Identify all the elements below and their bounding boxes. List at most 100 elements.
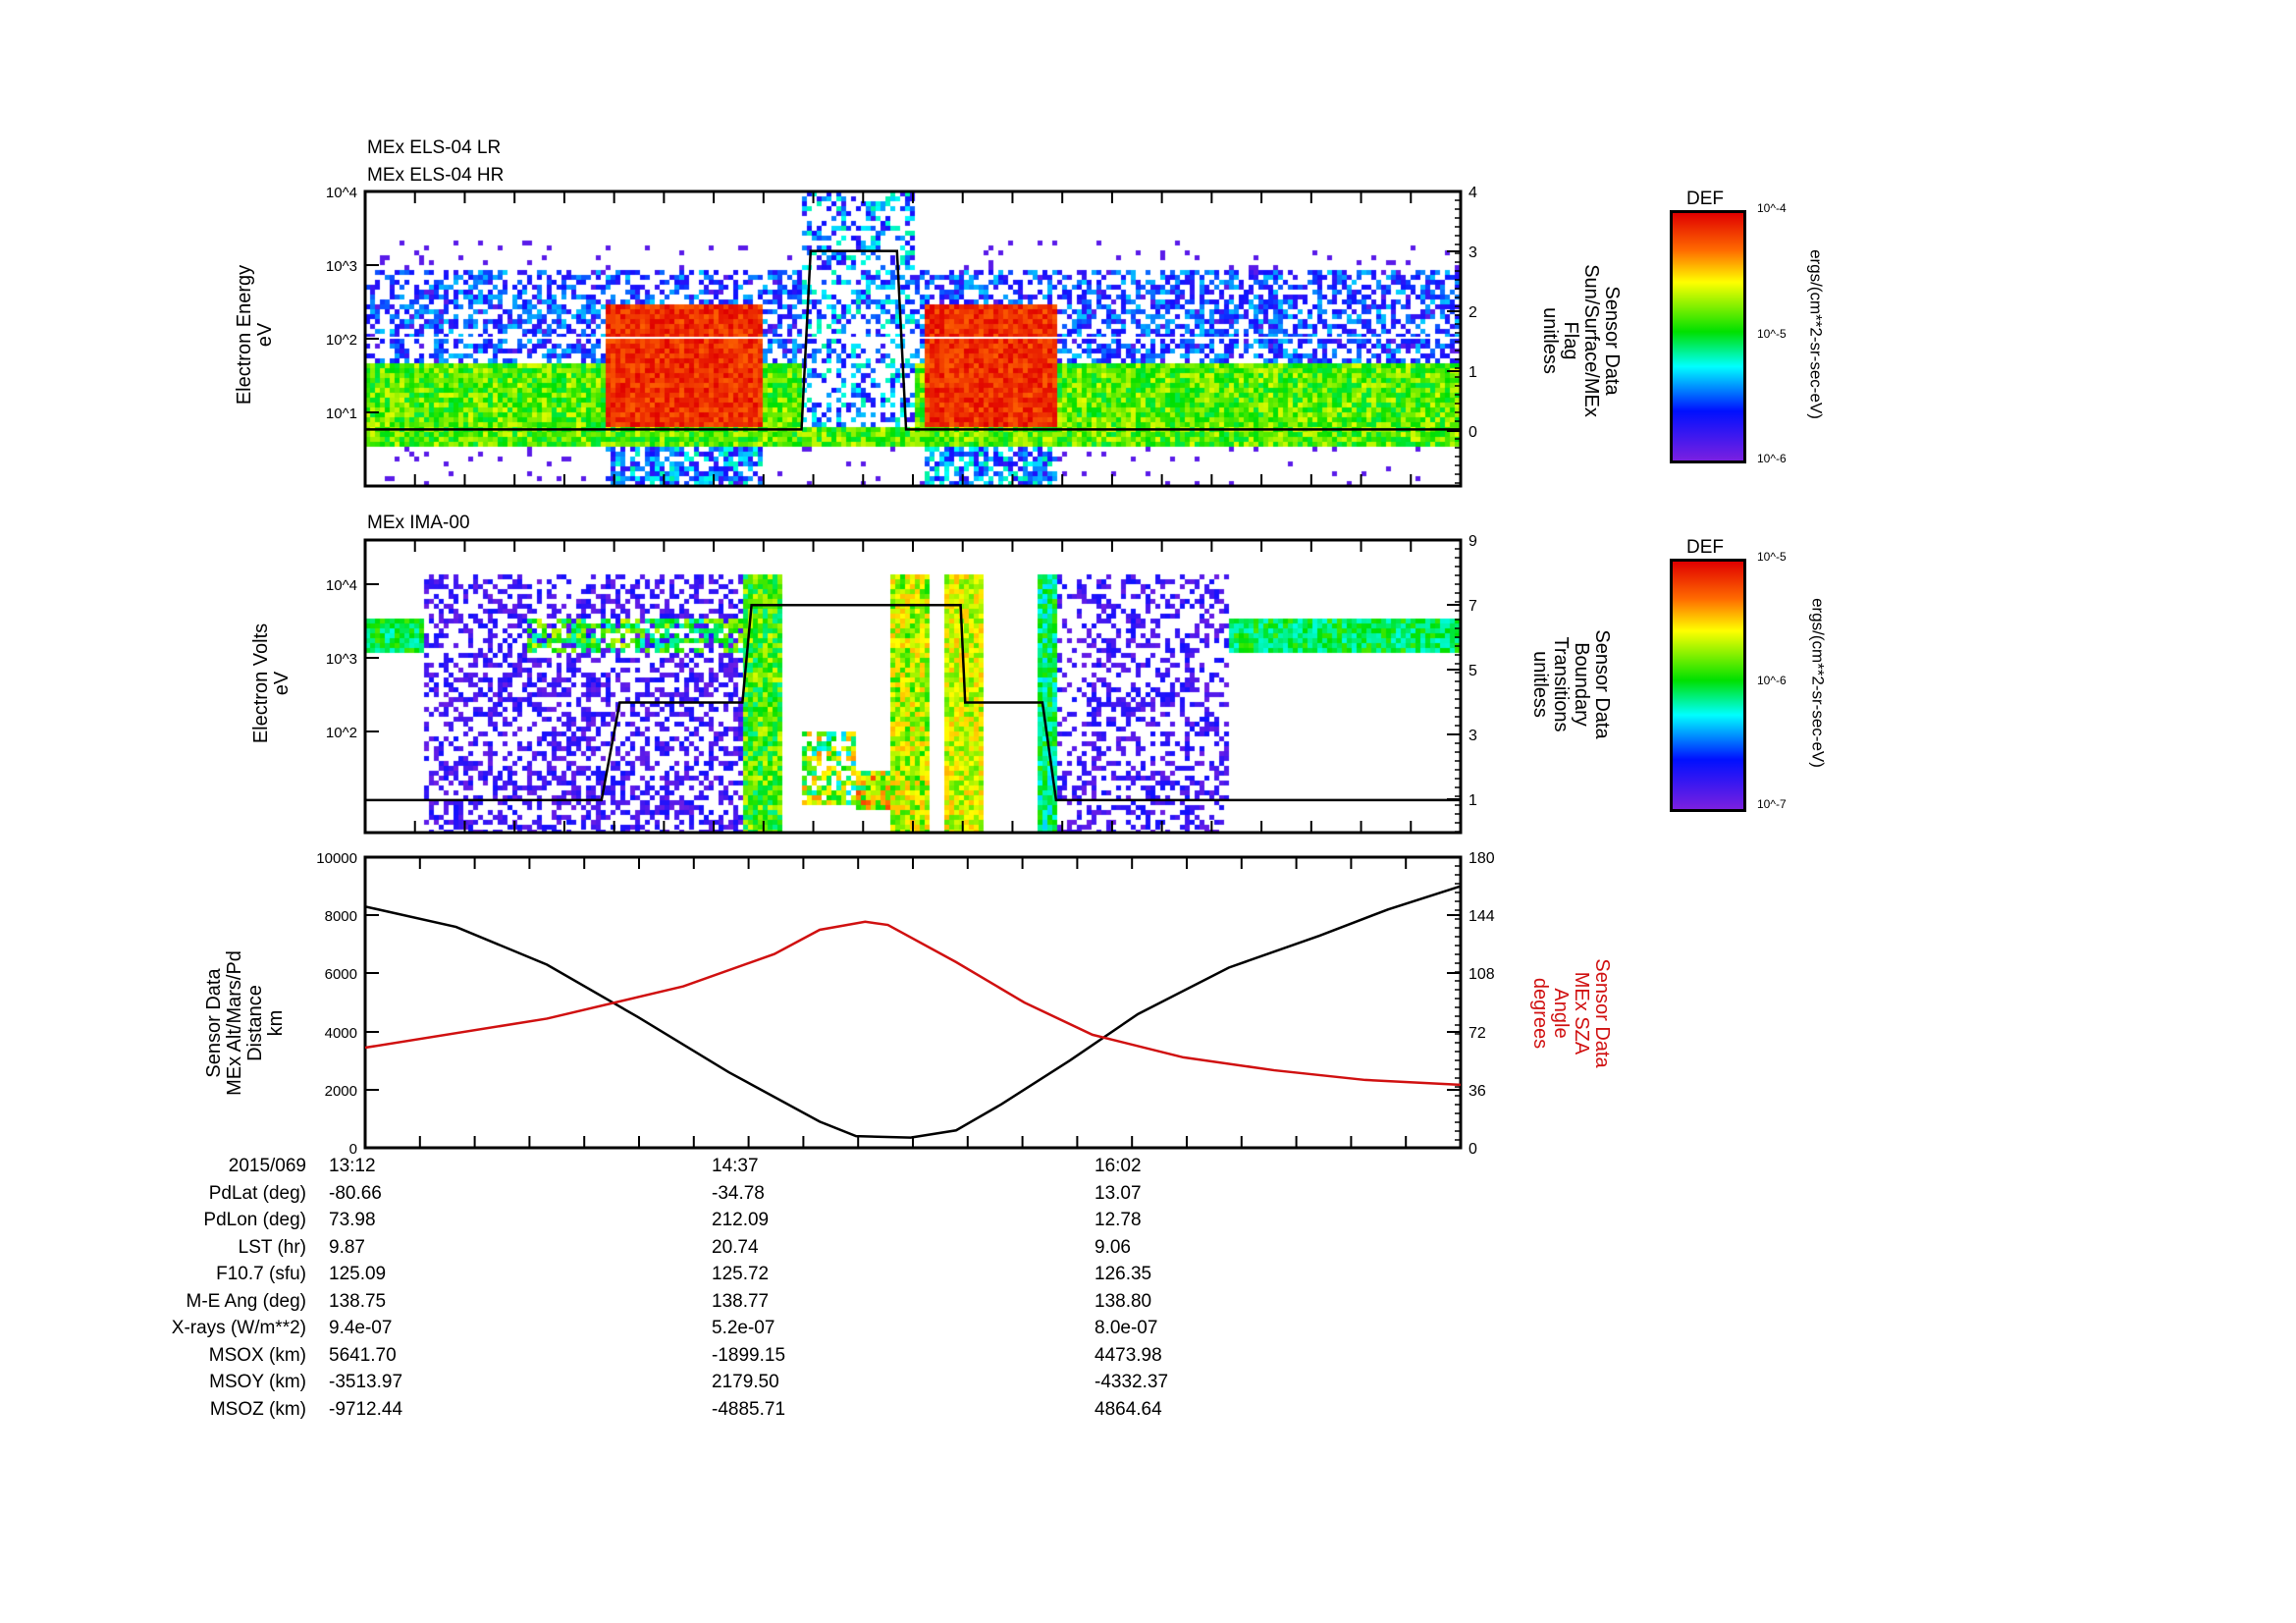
y2label-line: Sensor Data (1591, 629, 1613, 739)
row-value: 5.2e-07 (712, 1318, 775, 1338)
y2label-line: Sensor Data (1591, 958, 1613, 1068)
colorbar2-title: DEF (1686, 537, 1724, 558)
y-tick-label: 10^2 (326, 725, 357, 741)
panel3-line-chart: 10000 8000 6000 4000 2000 0 180 144 108 72 36 0 (316, 850, 1495, 1158)
row-label: MSOZ (km) (209, 1398, 306, 1420)
ylabel-line: Sensor Data (203, 968, 225, 1078)
panel1-title-lr: MEx ELS-04 LR (367, 137, 502, 158)
y2-tick-label: 180 (1468, 850, 1495, 867)
colorbar1-tick: 10^-6 (1757, 452, 1787, 465)
colorbar2-tick: 10^-7 (1757, 797, 1787, 811)
row-value: 16:02 (1095, 1156, 1142, 1176)
y2-tick-label: 1 (1468, 792, 1477, 809)
y-tick-label: 4000 (325, 1025, 357, 1042)
y-tick-label: 10^3 (326, 258, 357, 275)
row-value: 20.74 (712, 1236, 759, 1258)
colorbar2-tick: 10^-5 (1757, 550, 1787, 564)
plot-frame (363, 538, 1463, 835)
boundary-line (365, 603, 1461, 802)
y2label-line: Sensor Data (1601, 286, 1623, 396)
y2label-line: degrees (1529, 977, 1551, 1050)
colorbar1-tick: 10^-4 (1757, 201, 1787, 215)
colorbar2-tick: 10^-6 (1757, 674, 1787, 687)
row-value: 9.87 (329, 1236, 365, 1258)
table-row: M-E Ang (deg) 138.75 138.77 138.80 (0, 1291, 1276, 1318)
y2label-line: Sun/Surface/MEx (1580, 264, 1602, 417)
ylabel-line: Electron Volts (250, 622, 272, 744)
y2-tick-label: 108 (1468, 966, 1495, 983)
y2-tick-label: 4 (1468, 185, 1477, 201)
panel1-ylabel: Electron Energy eV (234, 237, 276, 433)
row-value: 125.09 (329, 1264, 387, 1284)
y-tick-label: 10^4 (326, 577, 357, 594)
row-label: F10.7 (sfu) (216, 1264, 306, 1284)
row-value: 9.06 (1095, 1236, 1131, 1258)
panel3-y2label: Sensor Data MEx SZA Angle degrees (1529, 886, 1613, 1141)
panel2-y2label: Sensor Data Boundary Transitions unitless (1529, 557, 1613, 812)
y2label-line: unitless (1529, 651, 1551, 718)
ylabel-line: km (265, 1009, 287, 1037)
table-row: MSOX (km) 5641.70 -1899.15 4473.98 (0, 1345, 1276, 1372)
y2-tick-label: 3 (1468, 728, 1477, 744)
y-tick-label: 6000 (325, 966, 357, 983)
colorbar1-title: DEF (1686, 189, 1724, 209)
colorbar1 (1670, 210, 1746, 463)
row-value: -9712.44 (329, 1398, 403, 1420)
row-value: 13.07 (1095, 1182, 1142, 1204)
row-value: 73.98 (329, 1210, 376, 1230)
table-row: 2015/069 13:12 14:37 16:02 (0, 1156, 1276, 1182)
colorbar2-unit: ergs/(cm**2-sr-sec-eV) (1808, 598, 1828, 768)
sza-line (364, 920, 1462, 1087)
y2label-line: Angle (1550, 988, 1572, 1039)
ylabel-line: MEx Alt/Mars/Pd (224, 950, 245, 1096)
ylabel-line: Distance (244, 985, 266, 1061)
row-value: 138.77 (712, 1290, 770, 1312)
panel2-axes: 10^4 10^3 10^2 9 7 5 3 1 (326, 533, 1477, 835)
y2label-line: Transitions (1550, 636, 1572, 732)
ylabel-line: eV (271, 671, 293, 696)
row-value: 2179.50 (712, 1372, 779, 1392)
table-row: MSOZ (km) -9712.44 -4885.71 4864.64 (0, 1399, 1276, 1426)
y2-tick-label: 0 (1468, 1141, 1477, 1158)
row-label: LST (hr) (238, 1236, 306, 1258)
row-label: MSOX (km) (208, 1344, 306, 1366)
y2-tick-label: 9 (1468, 533, 1477, 550)
panel1-y2label: Sensor Data Sun/Surface/MEx Flag unitless (1539, 213, 1623, 468)
row-value: 9.4e-07 (329, 1318, 393, 1338)
y2label-line: Flag (1560, 321, 1581, 360)
flag-line (365, 249, 1461, 431)
row-value: -4885.71 (712, 1398, 786, 1420)
plot-frame (363, 855, 1463, 1150)
y2-tick-label: 144 (1468, 908, 1495, 925)
panel2-ylabel: Electron Volts eV (250, 585, 293, 782)
table-row: LST (hr) 9.87 20.74 9.06 (0, 1237, 1276, 1264)
panel1-axes: 10^4 10^3 10^2 10^1 4 3 2 1 0 (326, 185, 1477, 488)
row-value: 13:12 (329, 1156, 376, 1176)
table-row: PdLat (deg) -80.66 -34.78 13.07 (0, 1183, 1276, 1210)
y-tick-label: 10^4 (326, 185, 357, 201)
y-tick-label: 8000 (325, 908, 357, 925)
row-value: 138.80 (1095, 1290, 1152, 1312)
row-label: PdLon (deg) (203, 1210, 306, 1230)
y2-tick-label: 2 (1468, 304, 1477, 321)
colorbar2 (1670, 559, 1746, 812)
panel2-title: MEx IMA-00 (367, 513, 470, 533)
row-value: 212.09 (712, 1210, 770, 1230)
y2label-line: MEx SZA (1571, 971, 1592, 1055)
table-row: MSOY (km) -3513.97 2179.50 -4332.37 (0, 1372, 1276, 1398)
y-tick-label: 0 (349, 1141, 357, 1158)
y-tick-label: 10^3 (326, 651, 357, 668)
y2label-line: Boundary (1571, 642, 1592, 727)
ylabel-line: eV (254, 322, 276, 348)
panel3-ylabel: Sensor Data MEx Alt/Mars/Pd Distance km (203, 895, 287, 1151)
row-value: -3513.97 (329, 1372, 403, 1392)
row-value: -4332.37 (1095, 1372, 1169, 1392)
colorbar1-tick: 10^-5 (1757, 327, 1787, 341)
ylabel-line: Electron Energy (234, 264, 255, 406)
table-row: PdLon (deg) 73.98 212.09 12.78 (0, 1210, 1276, 1236)
y2label-line: unitless (1539, 307, 1561, 374)
row-value: -34.78 (712, 1182, 765, 1204)
row-label: 2015/069 (228, 1156, 306, 1176)
y-tick-label: 2000 (325, 1083, 357, 1100)
